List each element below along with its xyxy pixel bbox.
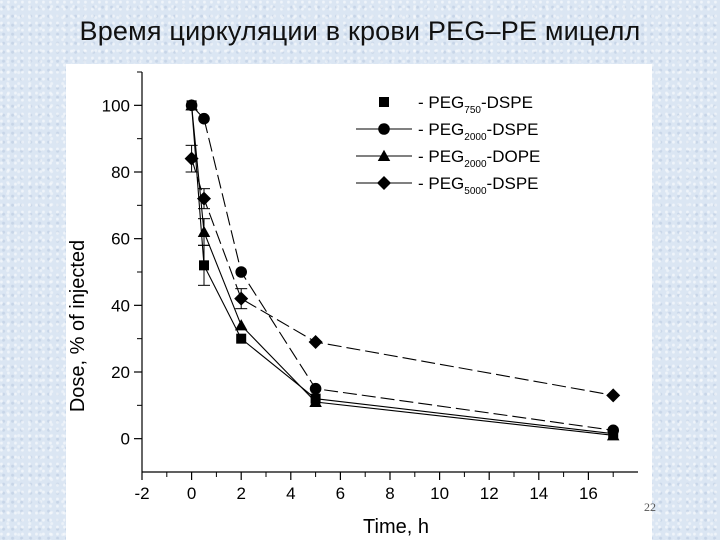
y-tick-label: 0 [121,430,130,449]
x-tick-label: 8 [385,484,394,503]
data-point [185,99,198,111]
legend-label: - PEG5000-DSPE [418,174,539,197]
legend: - PEG750-DSPE - PEG2000-DSPE - PEG2000-DOP… [356,93,540,197]
data-point [234,319,248,331]
series-diamond [184,144,621,403]
legend-label: - PEG2000-DSPE [418,120,539,143]
x-tick-label: 4 [286,484,295,503]
data-point [197,191,211,206]
series-triangle [185,99,620,441]
legend-marker [377,176,391,190]
legend-marker [377,149,391,161]
series-line [191,104,614,431]
x-tick-label: 16 [579,484,598,503]
data-point [309,395,322,407]
data-point [234,291,249,306]
data-point [184,151,199,166]
x-tick-label: 14 [529,484,548,503]
y-axis-title: Dose, % of injected [67,240,89,412]
x-axis-title: Time, h [363,516,429,538]
data-point [606,429,620,441]
y-tick-label: 80 [111,163,130,182]
chart-panel: 0 20 40 60 80 100 -2 0 2 4 6 8 10 12 14 16 - PEG750-DSP… [66,64,652,540]
y-tick-label: 60 [111,230,130,249]
x-tick-label: 0 [187,484,196,503]
legend-entry: - PEG2000-DOPE [356,147,540,170]
series-line [191,158,614,396]
data-point [235,266,247,278]
data-point [308,335,323,349]
legend-entry: - PEG750-DSPE [379,93,533,116]
slide-title: Время циркуляции в крови PEG–PE мицелл [79,16,641,46]
data-point [606,388,621,403]
series-line [191,105,614,435]
x-tick-label: -2 [134,484,149,503]
legend-marker [378,123,390,135]
y-tick-label: 40 [111,296,130,315]
chart-svg: 0 20 40 60 80 100 -2 0 2 4 6 8 10 12 14 16 - PEG750-DSP… [67,71,638,538]
series-circle [185,99,619,437]
legend-entry: - PEG2000-DSPE [356,120,539,143]
data-point [199,260,209,271]
series-square [186,100,619,439]
x-tick-label: 10 [430,484,449,503]
slide-number: 22 [644,500,656,514]
y-tick-label: 100 [102,96,130,115]
x-tick-label: 2 [236,484,245,503]
axes: 0 20 40 60 80 100 -2 0 2 4 6 8 10 12 14 16 [102,71,638,503]
y-tick-label: 20 [111,363,130,382]
series-line [191,105,614,436]
data-point [309,382,322,395]
legend-marker [379,97,389,107]
data-point [197,225,211,237]
x-tick-label: 6 [336,484,345,503]
data-point [198,112,210,125]
legend-label: - PEG2000-DOPE [418,147,540,170]
x-tick-label: 12 [480,484,499,503]
legend-label: - PEG750-DSPE [418,93,533,116]
data-point [236,333,247,344]
legend-entry: - PEG5000-DSPE [356,174,539,197]
series-layer [184,99,621,441]
